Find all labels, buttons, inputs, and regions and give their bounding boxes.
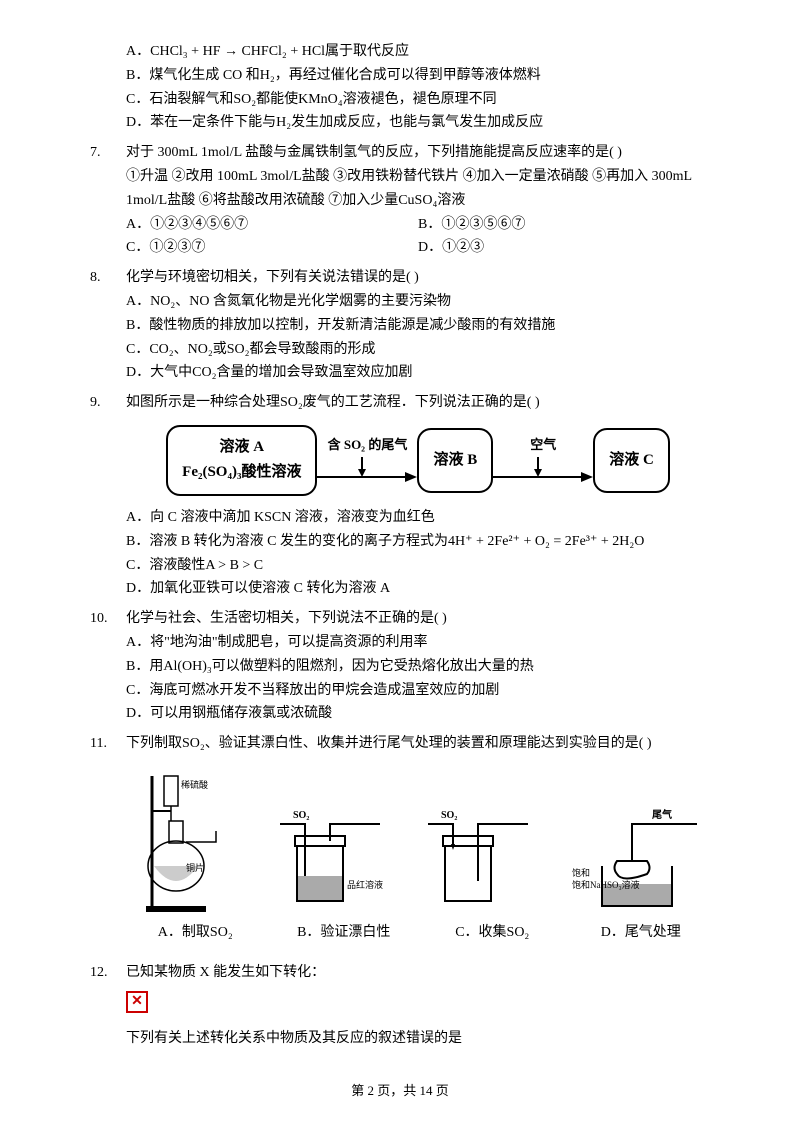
- q6-option-b: B．煤气化生成 CO 和H₂，再经过催化合成可以得到甲醇等液体燃料: [126, 64, 710, 88]
- q10-stem: 化学与社会、生活密切相关，下列说法不正确的是( ): [126, 607, 534, 631]
- q7-opt-b: B．①②③⑤⑥⑦: [418, 213, 710, 237]
- q6-option-a: A．CHCl₃ + HF → CHFCl₂ + HCl属于取代反应: [126, 40, 710, 64]
- svg-text:尾气: 尾气: [652, 808, 672, 821]
- q7-num: 7.: [90, 141, 126, 260]
- question-12: 12. 已知某物质 X 能发生如下转化： ✕ 下列有关上述转化关系中物质及其反应…: [90, 961, 710, 1051]
- q7-stem: 对于 300mL 1mol/L 盐酸与金属铁制氢气的反应，下列措施能提高反应速率…: [126, 141, 710, 165]
- q11-stem: 下列制取SO₂、验证其漂白性、收集并进行尾气处理的装置和原理能达到实验目的是( …: [126, 732, 710, 756]
- question-11: 11. 下列制取SO₂、验证其漂白性、收集并进行尾气处理的装置和原理能达到实验目…: [90, 732, 710, 955]
- q10-num: 10.: [90, 607, 126, 726]
- q9-opt-c: C．溶液酸性A > B > C: [126, 554, 710, 578]
- svg-text:饱和NaHSO₃溶液: 饱和NaHSO₃溶液: [572, 879, 640, 890]
- q10-opt-b: B．用Al(OH)₃可以做塑料的阻燃剂，因为它受热熔化放出大量的热: [126, 655, 534, 679]
- q7-conditions: ①升温 ②改用 100mL 3mol/L盐酸 ③改用铁粉替代铁片 ④加入一定量浓…: [126, 165, 710, 213]
- arrow-icon: [317, 457, 417, 487]
- svg-text:品红溶液: 品红溶液: [347, 879, 383, 890]
- q10-opt-a: A．将"地沟油"制成肥皂，可以提高资源的利用率: [126, 631, 534, 655]
- apparatus-c: SO₂ C．收集SO₂: [423, 806, 562, 945]
- svg-text:稀硫酸: 稀硫酸: [181, 779, 208, 790]
- arrow-label-1: 含 SO₂ 的尾气: [328, 434, 408, 456]
- question-9: 9. 如图所示是一种综合处理SO₂废气的工艺流程．下列说法正确的是( ) 溶液 …: [90, 391, 710, 601]
- q6-option-d: D．苯在一定条件下能与H₂发生加成反应，也能与氯气发生加成反应: [126, 111, 710, 135]
- q7-opt-d: D．①②③: [418, 236, 710, 260]
- q11-label-d: D．尾气处理: [572, 921, 711, 945]
- q9-stem: 如图所示是一种综合处理SO₂废气的工艺流程．下列说法正确的是( ): [126, 391, 710, 415]
- q9-num: 9.: [90, 391, 126, 601]
- broken-image-icon: ✕: [126, 991, 148, 1013]
- q8-opt-c: C．CO₂、NO₂或SO₂都会导致酸雨的形成: [126, 338, 555, 362]
- page-footer: 第 2 页，共 14 页: [90, 1080, 710, 1102]
- q6-option-c: C．石油裂解气和SO₂都能使KMnO₄溶液褪色，褪色原理不同: [126, 88, 710, 112]
- q12-post: 下列有关上述转化关系中物质及其反应的叙述错误的是: [126, 1027, 462, 1051]
- q11-label-a: A．制取SO₂: [126, 921, 265, 945]
- svg-text:铜片: 铜片: [186, 862, 204, 873]
- box-solution-c: 溶液 C: [593, 428, 670, 494]
- q10-opt-d: D．可以用钢瓶储存液氯或浓硫酸: [126, 702, 534, 726]
- q10-opt-c: C．海底可燃冰开发不当释放出的甲烷会造成温室效应的加剧: [126, 679, 534, 703]
- q8-opt-b: B．酸性物质的排放加以控制，开发新清洁能源是减少酸雨的有效措施: [126, 314, 555, 338]
- svg-text:饱和: 饱和: [572, 867, 590, 878]
- q9-opt-a: A．向 C 溶液中滴加 KSCN 溶液，溶液变为血红色: [126, 506, 710, 530]
- q11-label-b: B．验证漂白性: [275, 921, 414, 945]
- q8-opt-d: D．大气中CO₂含量的增加会导致温室效应加剧: [126, 361, 555, 385]
- apparatus-a: 稀硫酸 铜片 A．制取SO₂: [126, 766, 265, 945]
- arrow-label-2: 空气: [530, 434, 556, 456]
- q7-opt-c: C．①②③⑦: [126, 236, 418, 260]
- q9-flow-diagram: 溶液 A Fe₂(SO₄)₃酸性溶液 含 SO₂ 的尾气 溶液 B 空气: [126, 425, 710, 496]
- arrow-icon: [493, 457, 593, 487]
- svg-text:SO₂: SO₂: [441, 810, 457, 821]
- svg-text:SO₂: SO₂: [293, 810, 309, 821]
- question-10: 10. 化学与社会、生活密切相关，下列说法不正确的是( ) A．将"地沟油"制成…: [90, 607, 710, 726]
- q8-stem: 化学与环境密切相关，下列有关说法错误的是( ): [126, 266, 555, 290]
- q12-num: 12.: [90, 961, 126, 1051]
- apparatus-b: SO₂ 品红溶液 B．验证漂白性: [275, 806, 414, 945]
- box-solution-b: 溶液 B: [417, 428, 493, 494]
- q11-num: 11.: [90, 732, 126, 955]
- q9-opt-d: D．加氧化亚铁可以使溶液 C 转化为溶液 A: [126, 577, 710, 601]
- q9-opt-b: B．溶液 B 转化为溶液 C 发生的变化的离子方程式为4H⁺ + 2Fe²⁺ +…: [126, 530, 710, 554]
- q8-num: 8.: [90, 266, 126, 385]
- q11-label-c: C．收集SO₂: [423, 921, 562, 945]
- q8-opt-a: A．NO₂、NO 含氮氧化物是光化学烟雾的主要污染物: [126, 290, 555, 314]
- apparatus-d: 尾气 饱和 饱和NaHSO₃溶液 D．尾气处理: [572, 806, 711, 945]
- q12-stem: 已知某物质 X 能发生如下转化：: [126, 961, 462, 985]
- q7-opt-a: A．①②③④⑤⑥⑦: [126, 213, 418, 237]
- question-7: 7. 对于 300mL 1mol/L 盐酸与金属铁制氢气的反应，下列措施能提高反…: [90, 141, 710, 260]
- box-solution-a: 溶液 A Fe₂(SO₄)₃酸性溶液: [166, 425, 317, 496]
- question-8: 8. 化学与环境密切相关，下列有关说法错误的是( ) A．NO₂、NO 含氮氧化…: [90, 266, 710, 385]
